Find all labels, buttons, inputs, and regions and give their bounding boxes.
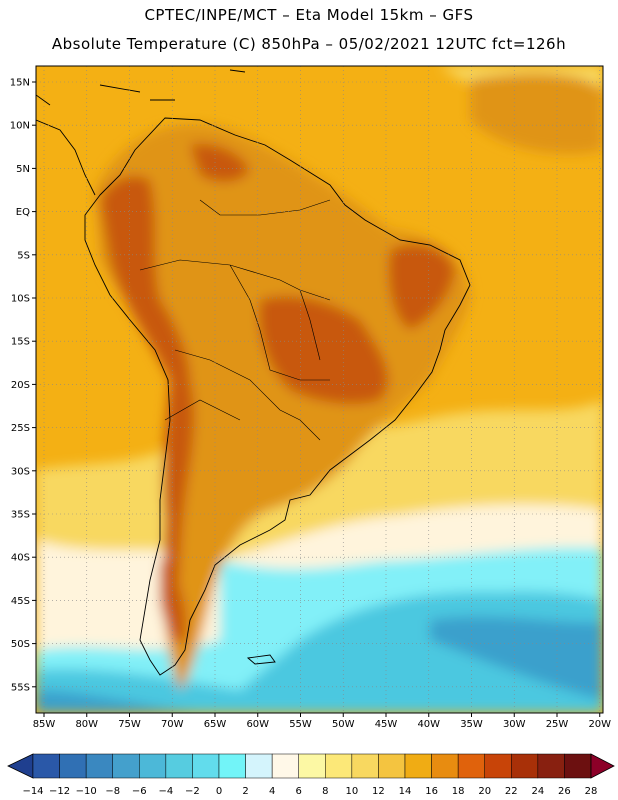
colorbar-label: 0 <box>216 786 222 797</box>
lon-label: 65W <box>204 719 227 730</box>
colorbar-swatch <box>537 753 565 779</box>
colorbar-label: 22 <box>505 786 518 797</box>
colorbar-label: 28 <box>585 786 598 797</box>
lat-label: 50S <box>11 639 30 650</box>
caribbean-islands <box>99 69 246 101</box>
colorbar-swatch <box>218 753 246 779</box>
field-warm-northeast <box>470 73 603 154</box>
colorbar-high-cap <box>590 753 615 779</box>
colorbar-swatch <box>378 753 406 779</box>
colorbar-label: 26 <box>558 786 571 797</box>
chart-title-line-1: CPTEC/INPE/MCT – Eta Model 15km – GFS <box>144 6 474 24</box>
colorbar-label: −4 <box>158 786 173 797</box>
lat-label: 5N <box>16 164 30 175</box>
colorbar-swatch <box>165 753 193 779</box>
colorbar-swatch <box>192 753 220 779</box>
lat-label: 10S <box>11 294 30 305</box>
lat-label: EQ <box>16 207 30 218</box>
colorbar-label: 8 <box>322 786 328 797</box>
colorbar-swatch <box>32 753 60 779</box>
colorbar-swatch <box>59 753 87 779</box>
colorbar-swatch <box>431 753 459 779</box>
colorbar-label: −10 <box>76 786 97 797</box>
colorbar-swatch <box>85 753 113 779</box>
colorbar-label: −12 <box>49 786 70 797</box>
colorbar-label: 10 <box>345 786 358 797</box>
lon-label: 30W <box>503 719 526 730</box>
field-cold-band-3 <box>36 616 603 713</box>
colorbar-label: −2 <box>185 786 200 797</box>
lat-label: 25S <box>11 423 30 434</box>
lat-label: 30S <box>11 466 30 477</box>
colorbar-low-cap <box>7 753 34 779</box>
south-america-coastline <box>84 117 471 676</box>
colorbar-swatch <box>139 753 167 779</box>
colorbar-label: 4 <box>269 786 275 797</box>
temperature-field <box>36 66 603 713</box>
lat-label: 55S <box>11 682 30 693</box>
lon-label: 55W <box>289 719 312 730</box>
colorbar-swatch <box>564 753 592 779</box>
colorbar-label: −8 <box>105 786 120 797</box>
colorbar-label: 16 <box>425 786 438 797</box>
colorbar: −14 −12 −10 −8 −6 −4 −2 0 2 4 6 8 10 12 14 16 18 20 22 24 26… <box>7 753 615 797</box>
lon-label: 45W <box>375 719 398 730</box>
chart-title-line-2: Absolute Temperature (C) 850hPa – 05/02/… <box>51 35 567 53</box>
lat-label: 5S <box>17 250 30 261</box>
lat-label: 35S <box>11 510 30 521</box>
colorbar-label: 2 <box>242 786 248 797</box>
colorbar-label: 20 <box>478 786 491 797</box>
lat-label: 20S <box>11 380 30 391</box>
lon-label: 80W <box>75 719 98 730</box>
central-america-coastline <box>36 94 96 196</box>
lon-label: 85W <box>33 719 56 730</box>
lon-label: 50W <box>332 719 355 730</box>
field-hot-andes <box>100 176 195 640</box>
colorbar-swatch <box>351 753 379 779</box>
lon-label: 20W <box>588 719 611 730</box>
colorbar-swatch <box>457 753 485 779</box>
colorbar-swatch <box>484 753 512 779</box>
colorbar-swatch <box>511 753 539 779</box>
falkland-islands <box>246 654 276 665</box>
lon-label: 25W <box>546 719 569 730</box>
colorbar-swatch <box>325 753 353 779</box>
field-hot-northeast <box>388 243 455 330</box>
lat-label: 45S <box>11 596 30 607</box>
colorbar-swatch <box>112 753 140 779</box>
graticule <box>36 66 603 713</box>
lat-label: 15N <box>10 78 30 89</box>
lon-label: 75W <box>118 719 141 730</box>
colorbar-swatch <box>271 753 299 779</box>
lon-label: 70W <box>161 719 184 730</box>
colorbar-swatch <box>245 753 273 779</box>
colorbar-label: 14 <box>399 786 412 797</box>
colorbar-label: −14 <box>22 786 43 797</box>
coastlines <box>36 69 471 676</box>
country-borders <box>139 199 331 441</box>
field-hot-venezuela <box>190 143 250 182</box>
lat-label: 15S <box>11 337 30 348</box>
lon-label: 60W <box>246 719 269 730</box>
field-warm-continent <box>95 123 470 691</box>
colorbar-swatch <box>404 753 432 779</box>
colorbar-label: 6 <box>296 786 302 797</box>
colorbar-label: 18 <box>452 786 465 797</box>
map-axes: 15N 10N 5N EQ 5S 10S 15S 20S 25S 30S 35S 40S 45S 50S 5… <box>10 78 611 731</box>
field-hot-patagonia <box>160 560 186 643</box>
lon-label: 40W <box>417 719 440 730</box>
map-frame <box>35 65 604 714</box>
lat-label: 40S <box>11 553 30 564</box>
lat-label: 10N <box>10 121 30 132</box>
colorbar-label: 24 <box>531 786 544 797</box>
colorbar-label: 12 <box>372 786 385 797</box>
colorbar-label: −6 <box>132 786 147 797</box>
colorbar-swatch <box>298 753 326 779</box>
lon-label: 35W <box>460 719 483 730</box>
